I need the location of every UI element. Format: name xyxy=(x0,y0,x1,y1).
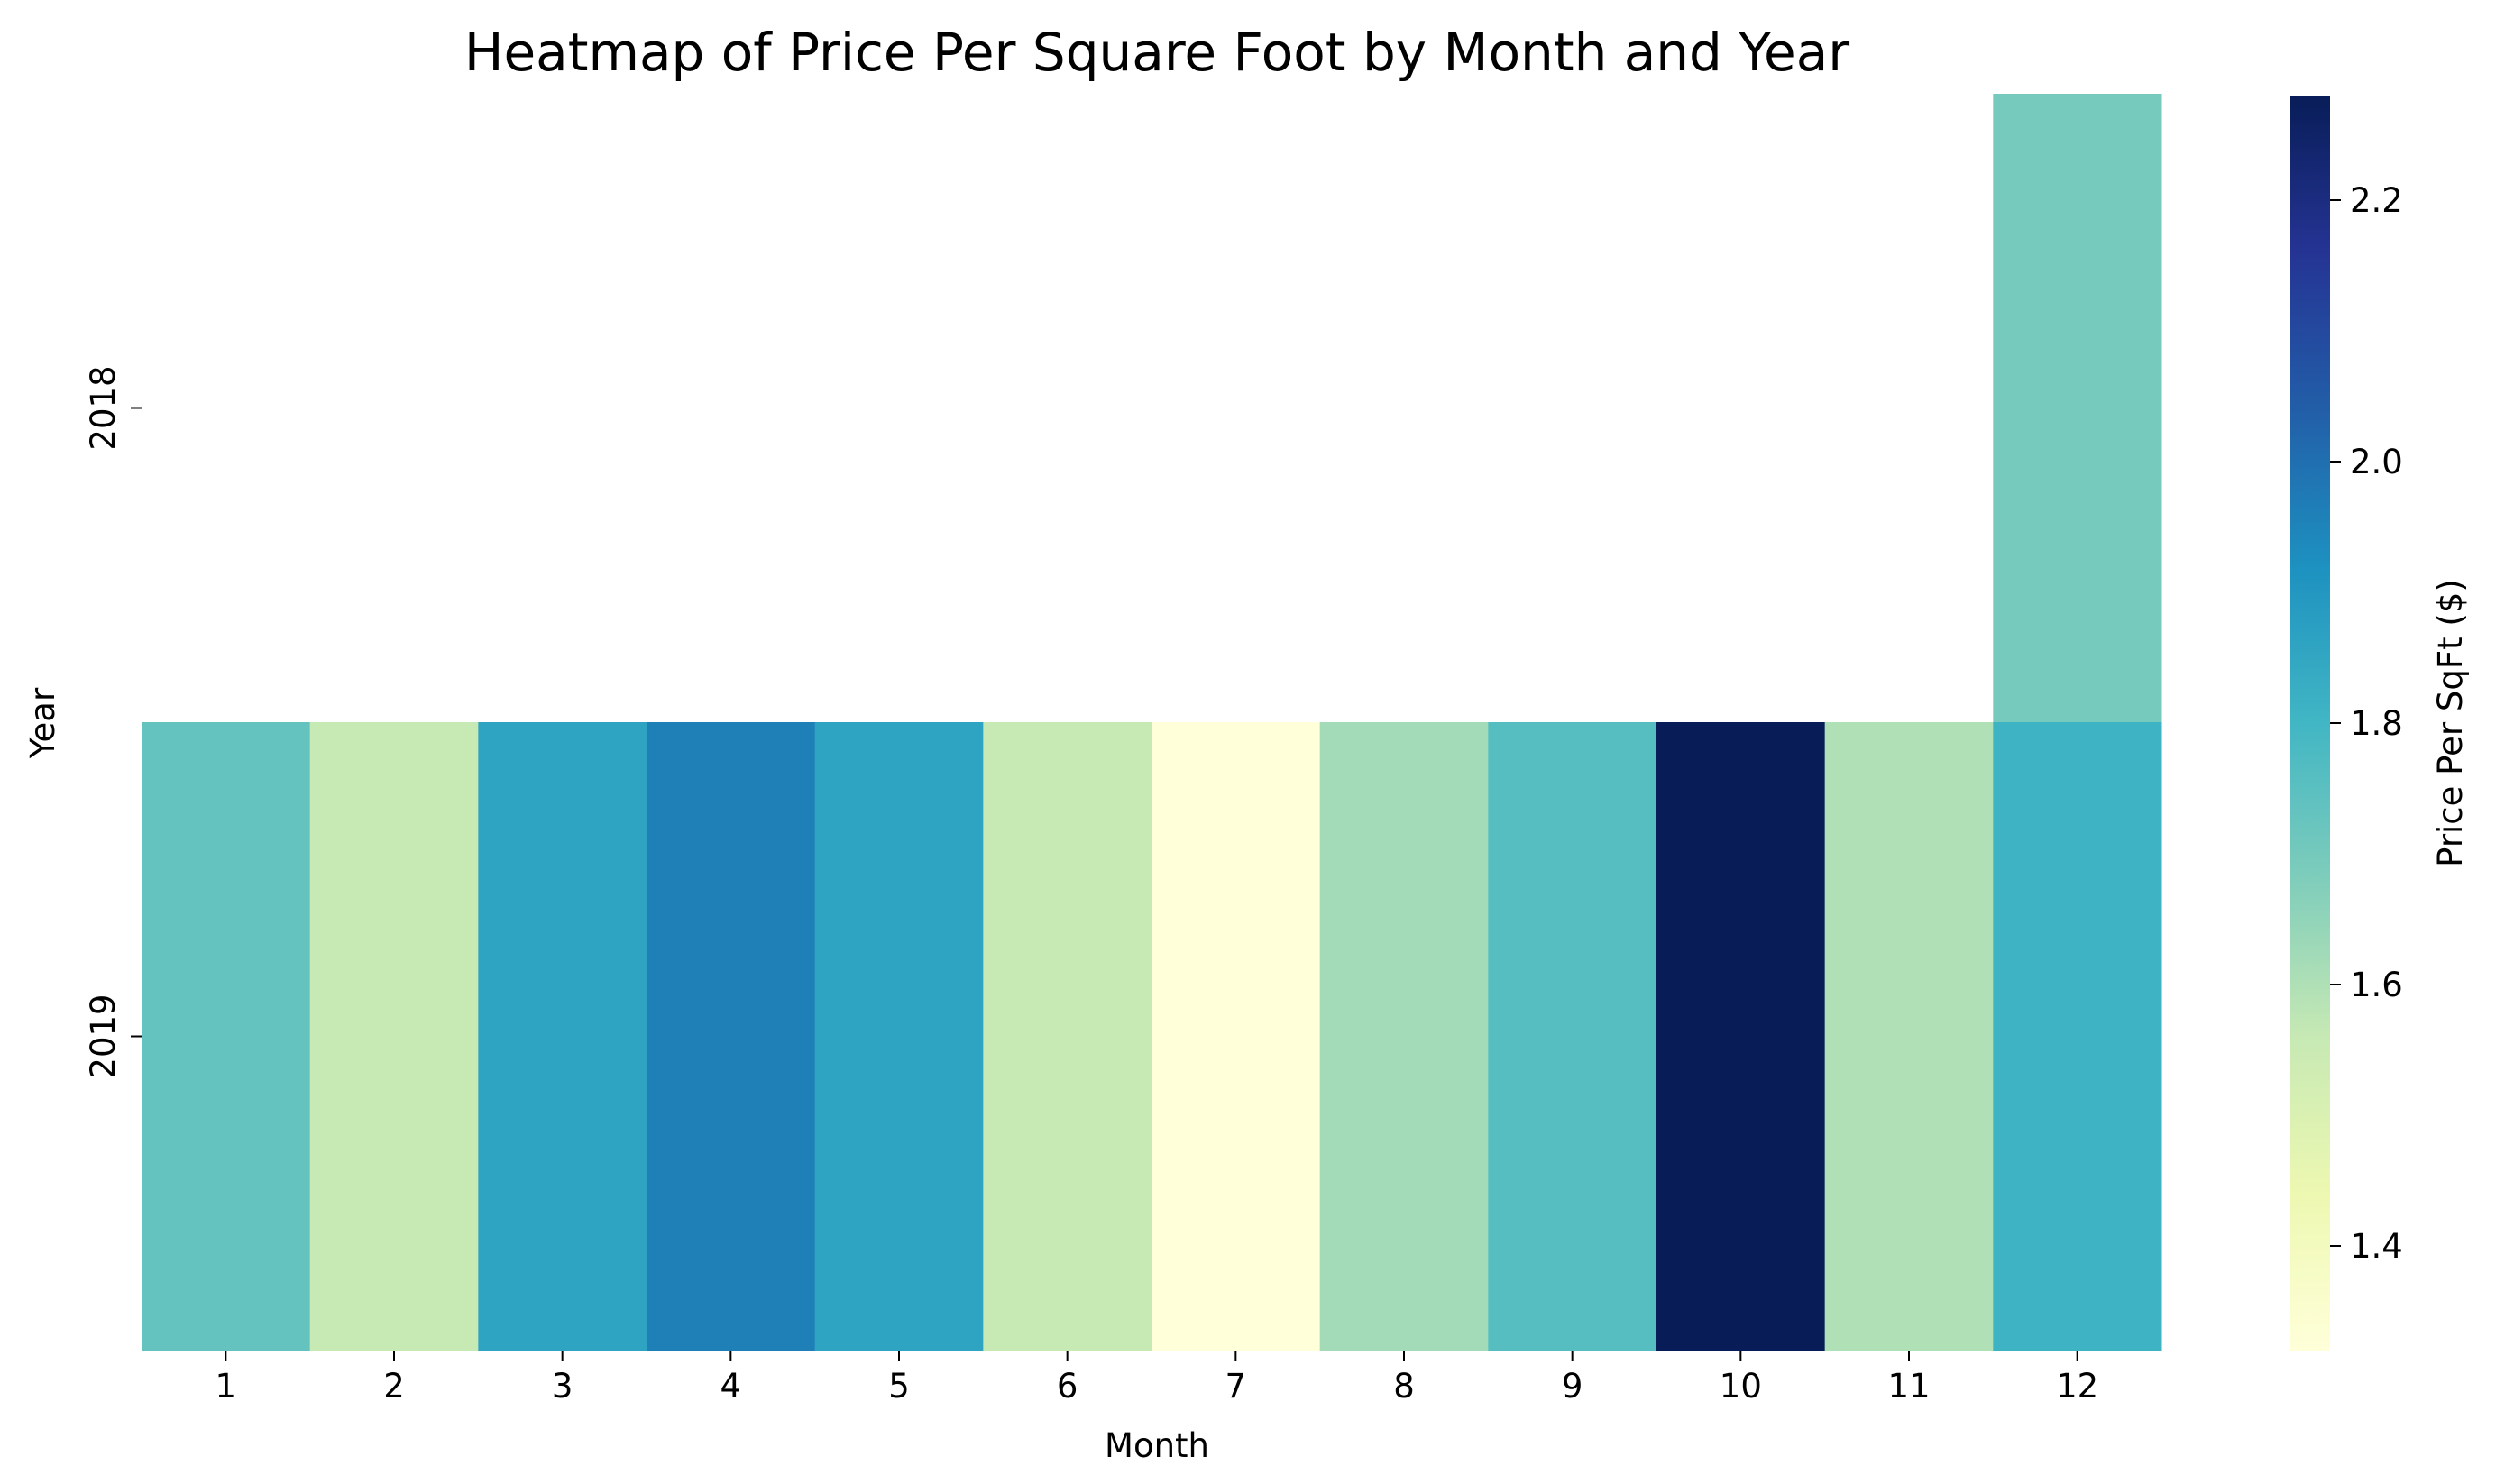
colorbar xyxy=(2290,96,2330,1351)
x-tick-label: 6 xyxy=(1057,1367,1078,1406)
colorbar-tick-label: 1.4 xyxy=(2350,1227,2403,1266)
x-axis-label: Month xyxy=(1105,1426,1209,1465)
heatmap-cell xyxy=(142,722,311,1351)
x-tick-label: 5 xyxy=(888,1367,910,1406)
colorbar-ticks: 1.4 1.6 1.8 2.0 2.2 xyxy=(2330,181,2403,1266)
x-tick-label: 11 xyxy=(1887,1367,1930,1406)
heatmap-cell xyxy=(1993,722,2162,1351)
x-tick-label: 1 xyxy=(216,1367,237,1406)
heatmap-cell xyxy=(814,722,984,1351)
x-tick-label: 12 xyxy=(2056,1367,2098,1406)
colorbar-tick-label: 1.6 xyxy=(2350,966,2403,1004)
heatmap-cell xyxy=(1152,722,1321,1351)
colorbar-label: Price Per SqFt ($) xyxy=(2431,579,2470,867)
heatmap-cell xyxy=(647,722,816,1351)
heatmap-cell xyxy=(309,722,479,1351)
colorbar-tick-label: 1.8 xyxy=(2350,704,2403,743)
heatmap-cell xyxy=(1993,94,2162,723)
heatmap-cell xyxy=(1656,722,1826,1351)
x-tick-label: 3 xyxy=(552,1367,573,1406)
x-axis: 1 2 3 4 5 6 7 8 9 10 11 12 xyxy=(216,1351,2098,1406)
x-tick-label: 7 xyxy=(1225,1367,1247,1406)
chart-title: Heatmap of Price Per Square Foot by Mont… xyxy=(464,22,1849,83)
heatmap-cell xyxy=(1488,722,1657,1351)
y-axis: 2018 2019 xyxy=(84,365,142,1079)
y-axis-label: Year xyxy=(23,687,62,759)
x-tick-label: 2 xyxy=(383,1367,405,1406)
y-tick-label: 2018 xyxy=(84,365,123,450)
y-tick-label: 2019 xyxy=(84,994,123,1078)
heatmap-cell xyxy=(1824,722,1994,1351)
x-tick-label: 9 xyxy=(1562,1367,1583,1406)
heatmap-cells xyxy=(142,94,2162,1351)
heatmap-cell xyxy=(478,722,647,1351)
heatmap-cell xyxy=(1319,722,1489,1351)
x-tick-label: 8 xyxy=(1393,1367,1415,1406)
x-tick-label: 4 xyxy=(720,1367,742,1406)
x-tick-label: 10 xyxy=(1720,1367,1762,1406)
colorbar-tick-label: 2.0 xyxy=(2350,443,2403,481)
heatmap-cell xyxy=(983,722,1152,1351)
colorbar-tick-label: 2.2 xyxy=(2350,181,2403,220)
